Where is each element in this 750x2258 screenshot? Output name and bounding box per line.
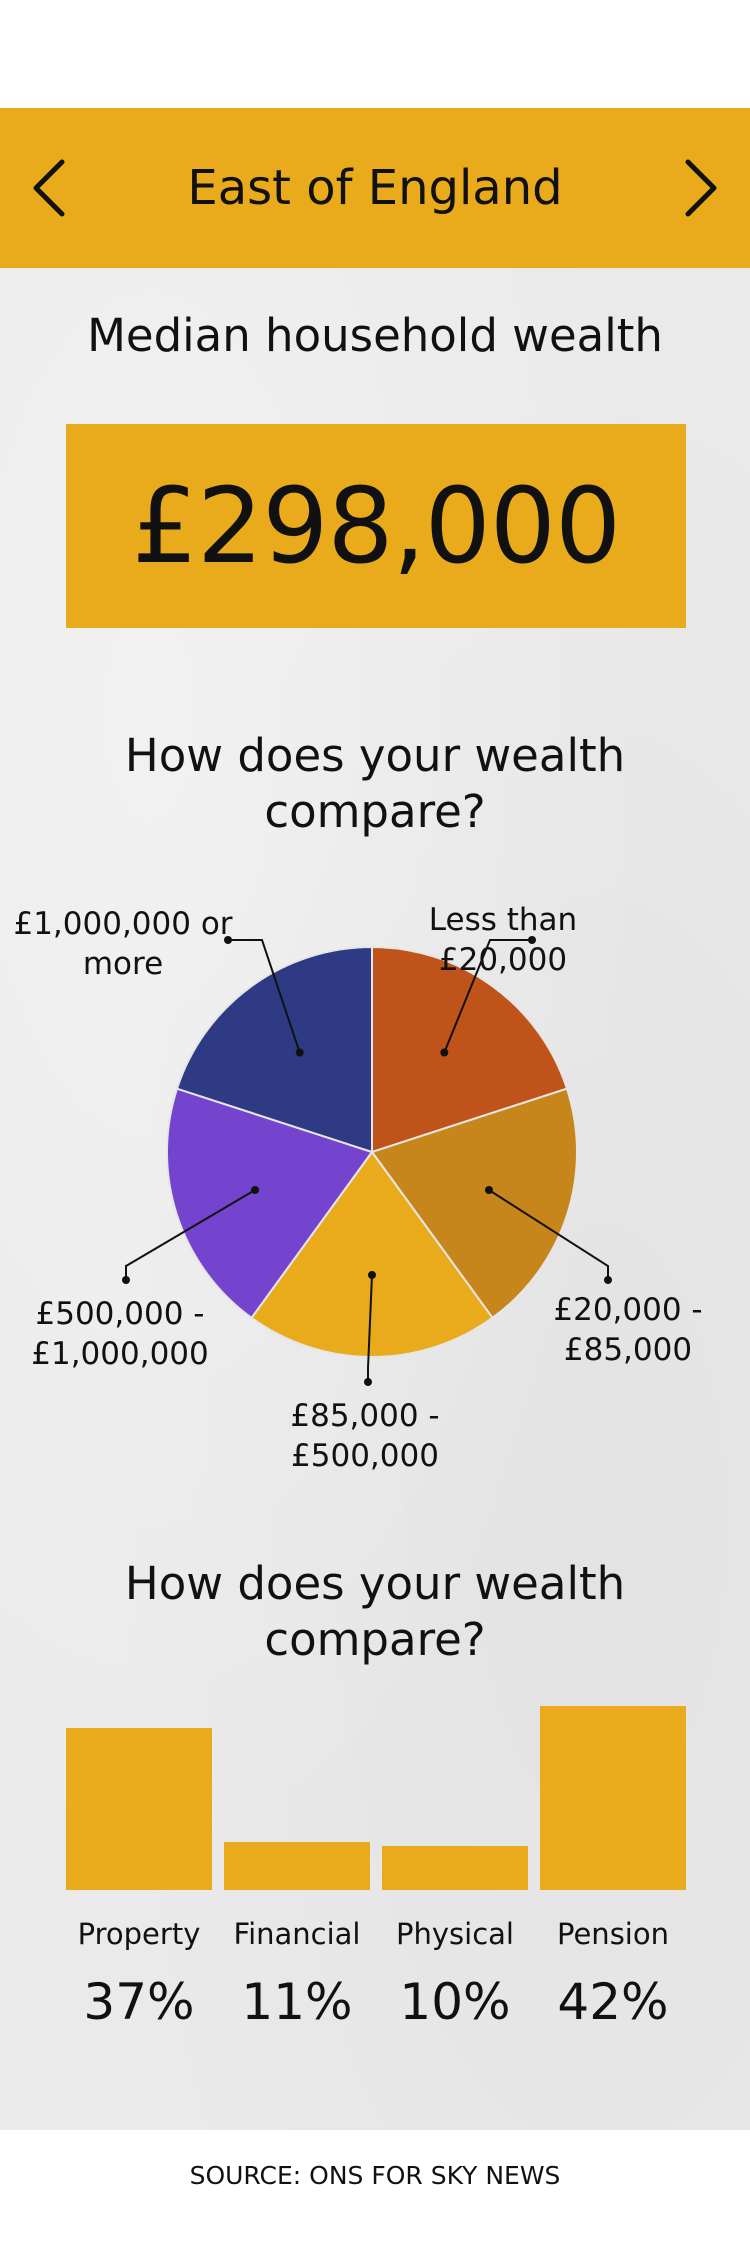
bar-value-label: 11% — [241, 1973, 353, 2031]
bar-pension — [540, 1706, 686, 1890]
pie-leader-dot — [484, 1186, 493, 1195]
median-value: £298,000 — [131, 465, 621, 587]
bar-financial — [224, 1842, 370, 1890]
bar-value-label: 37% — [83, 1973, 195, 2031]
bar-value-label: 10% — [399, 1973, 511, 2031]
pie-leader-dot — [368, 1271, 376, 1279]
next-region-button[interactable] — [660, 146, 740, 230]
bar-physical — [382, 1846, 528, 1890]
region-title: East of England — [187, 160, 563, 216]
pie-leader-dot — [295, 1048, 304, 1057]
pie-chart-area: Less than £20,000 £20,000 - £85,000 £85,… — [0, 890, 750, 1490]
pie-slice — [166, 1087, 374, 1320]
pie-section-title: How does your wealth compare? — [124, 729, 626, 838]
bar-category-label: Pension — [557, 1917, 669, 1951]
pie-chart — [122, 936, 612, 1386]
bar-category-label: Physical — [396, 1917, 514, 1951]
pie-leader-dot — [122, 1276, 130, 1284]
bar-category-label: Property — [77, 1917, 201, 1951]
region-header: East of England — [0, 108, 750, 268]
pie-leader-line — [443, 939, 532, 1053]
bar-chart — [0, 1690, 750, 1890]
median-title: Median household wealth — [87, 309, 663, 362]
pie-label-1m-or-more: £1,000,000 or more — [13, 906, 233, 982]
pie-slice — [371, 945, 569, 1154]
chevron-left-icon — [33, 159, 65, 217]
pie-leader-line — [125, 1189, 256, 1280]
pie-leader-dot — [364, 1378, 372, 1386]
pie-label-20k-85k: £20,000 - £85,000 — [553, 1292, 703, 1368]
median-value-box: £298,000 — [66, 424, 686, 628]
bar-value-label: 42% — [557, 1973, 669, 2031]
source-note: SOURCE: ONS FOR SKY NEWS — [189, 2161, 561, 2190]
pie-leader-dot — [224, 936, 232, 944]
pie-slice — [250, 1150, 494, 1358]
pie-label-500k-1m: £500,000 - £1,000,000 — [31, 1296, 209, 1372]
pie-leader-dot — [528, 936, 536, 944]
bar-category-label: Financial — [233, 1917, 361, 1951]
pie-leader-line — [488, 1189, 609, 1280]
pie-leader-dot — [604, 1276, 612, 1284]
pie-leader-dot — [440, 1048, 449, 1057]
pie-slice — [370, 1087, 578, 1320]
pie-slice — [175, 945, 373, 1154]
bar-section-title: How does your wealth compare? — [124, 1557, 626, 1666]
bar-property — [66, 1728, 212, 1890]
pie-label-85k-500k: £85,000 - £500,000 — [290, 1398, 440, 1474]
pie-leader-dot — [251, 1186, 260, 1195]
chevron-right-icon — [685, 159, 717, 217]
pie-leader-line — [367, 1274, 373, 1382]
pie-leader-line — [228, 939, 301, 1053]
pie-label-less-than-20k: Less than £20,000 — [428, 902, 578, 978]
previous-region-button[interactable] — [10, 146, 90, 230]
